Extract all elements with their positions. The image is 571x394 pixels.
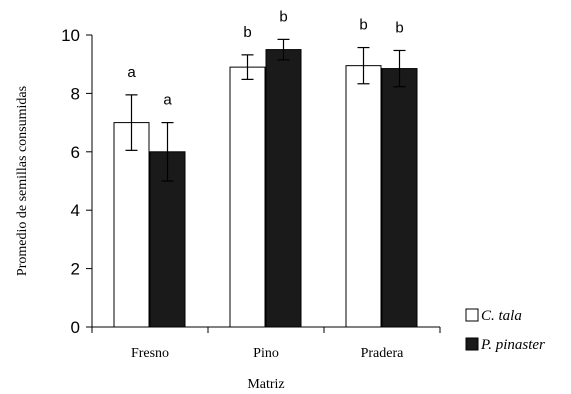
y-tick-label: 2 [71,260,80,279]
x-tick-label: Fresno [131,346,169,361]
significance-labels: a b b a b b [127,8,403,108]
y-axis: 0 2 4 6 8 10 [61,26,93,337]
bars [113,49,418,328]
bar [113,122,150,328]
legend: C. tala P. pinaster [465,308,545,353]
x-tick-label: Pradera [361,346,405,361]
y-tick-label: 10 [61,26,80,45]
y-tick-label: 4 [71,201,80,220]
significance-label: b [395,19,403,36]
bar [381,68,418,328]
significance-label: b [279,8,287,25]
significance-label: b [359,17,367,34]
legend-label: P. pinaster [480,337,545,353]
x-axis: Fresno Pino Pradera [91,326,441,361]
bar [265,49,302,328]
y-tick-label: 6 [71,143,80,162]
significance-label: b [243,24,251,41]
x-tick-label: Pino [253,346,279,361]
bar [229,66,266,328]
legend-label: C. tala [481,308,522,324]
y-tick-label: 8 [71,84,80,103]
bar [345,65,382,328]
x-axis-title: Matriz [247,377,284,392]
significance-label: a [127,64,136,81]
error-bars [125,38,406,182]
legend-swatch [465,308,479,322]
y-tick-label: 0 [71,318,80,337]
legend-swatch [465,337,479,351]
significance-label: a [163,92,172,109]
y-axis-title: Promedio de semillas consumidas [15,86,30,276]
